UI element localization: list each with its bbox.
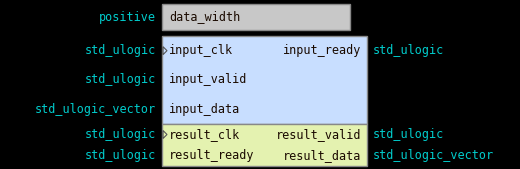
Text: std_ulogic: std_ulogic xyxy=(85,149,156,162)
Text: std_ulogic_vector: std_ulogic_vector xyxy=(373,149,494,162)
Text: result_ready: result_ready xyxy=(169,149,254,162)
Text: std_ulogic: std_ulogic xyxy=(85,74,156,87)
Text: positive: positive xyxy=(99,10,156,23)
Text: data_width: data_width xyxy=(169,10,240,23)
Text: std_ulogic_vector: std_ulogic_vector xyxy=(35,103,156,116)
Text: result_valid: result_valid xyxy=(276,128,361,141)
Text: std_ulogic: std_ulogic xyxy=(373,128,444,141)
Text: result_clk: result_clk xyxy=(169,128,240,141)
Text: std_ulogic: std_ulogic xyxy=(373,44,444,57)
Text: input_ready: input_ready xyxy=(283,44,361,57)
Text: input_valid: input_valid xyxy=(169,74,248,87)
Text: std_ulogic: std_ulogic xyxy=(85,44,156,57)
Text: input_clk: input_clk xyxy=(169,44,233,57)
Bar xyxy=(162,124,367,166)
Text: result_data: result_data xyxy=(283,149,361,162)
Text: input_data: input_data xyxy=(169,103,240,116)
Bar xyxy=(162,36,367,124)
Text: std_ulogic: std_ulogic xyxy=(85,128,156,141)
Bar xyxy=(162,4,350,30)
